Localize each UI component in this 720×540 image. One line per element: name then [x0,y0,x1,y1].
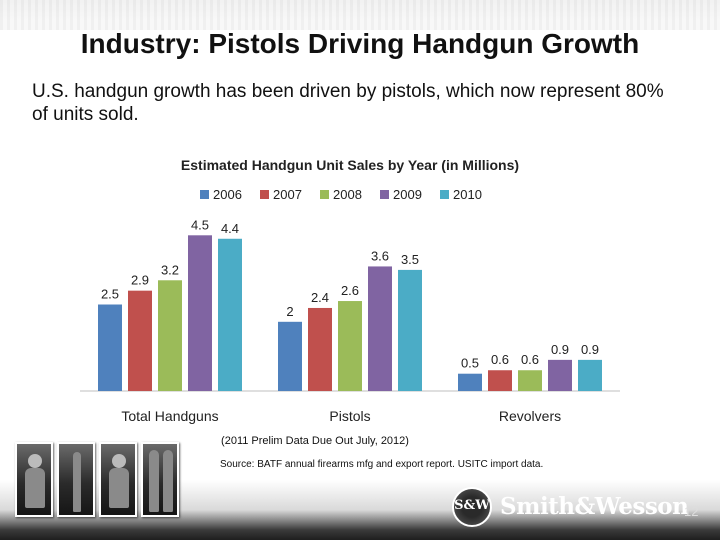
legend-label: 2007 [273,187,302,202]
legend-label: 2010 [453,187,482,202]
slide-title: Industry: Pistols Driving Handgun Growth [80,28,640,59]
legend-item-2006: 2006 [200,187,242,202]
smith-wesson-logo: S&W Smith&Wesson [452,487,692,529]
data-label: 0.5 [461,356,479,371]
bar-2009-revolvers [548,359,572,391]
prelim-note: (2011 Prelim Data Due Out July, 2012) [221,435,409,447]
data-label: 0.6 [521,352,539,367]
photo-strip [15,442,195,520]
bar-2006-revolvers [458,373,482,391]
page-number: 12 [684,504,699,519]
category-label: Total Handguns [121,408,218,424]
chart-title: Estimated Handgun Unit Sales by Year (in… [181,157,519,173]
legend-item-2007: 2007 [260,187,302,202]
data-label: 2.5 [101,287,119,302]
bar-2008-revolvers [518,370,542,391]
data-label: 4.4 [221,221,239,236]
header-texture [0,0,720,30]
legend-item-2008: 2008 [320,187,362,202]
data-label: 0.9 [581,342,599,357]
legend-label: 2006 [213,187,242,202]
logo-text: Smith&Wesson [500,493,689,520]
bar-2006-pistols [278,321,302,391]
bar-2008-pistols [338,301,362,391]
photo-shooter [15,442,53,517]
slide-subtitle: U.S. handgun growth has been driven by p… [32,81,664,125]
bar-2007-pistols [308,307,332,391]
data-label: 2.6 [341,283,359,298]
bar-2010-pistols [398,269,422,391]
sw-seal-icon: S&W [452,487,492,527]
category-label: Pistols [329,408,370,424]
data-label: 2.4 [311,290,329,305]
photo-firearms [141,442,179,517]
bar-chart: Estimated Handgun Unit Sales by Year (in… [80,157,620,424]
bar-2007-total-handguns [128,290,152,391]
bar-2006-total-handguns [98,304,122,391]
legend-label: 2009 [393,187,422,202]
source-note: Source: BATF annual firearms mfg and exp… [220,459,544,470]
category-label: Revolvers [499,408,561,424]
legend-label: 2008 [333,187,362,202]
data-label: 0.9 [551,342,569,357]
data-label: 3.2 [161,262,179,277]
photo-officer [99,442,137,517]
bar-2009-pistols [368,266,392,391]
data-label: 3.5 [401,252,419,267]
bar-2008-total-handguns [158,280,182,391]
bar-2009-total-handguns [188,235,212,391]
data-label: 2 [286,304,293,319]
data-label: 0.6 [491,352,509,367]
bar-2010-total-handguns [218,238,242,391]
bar-2007-revolvers [488,370,512,391]
photo-pistol [57,442,95,517]
data-label: 3.6 [371,248,389,263]
legend-item-2009: 2009 [380,187,422,202]
data-label: 4.5 [191,217,209,232]
legend-item-2010: 2010 [440,187,482,202]
bar-2010-revolvers [578,359,602,391]
chart-panel: Estimated Handgun Unit Sales by Year (in… [70,148,630,433]
data-label: 2.9 [131,273,149,288]
